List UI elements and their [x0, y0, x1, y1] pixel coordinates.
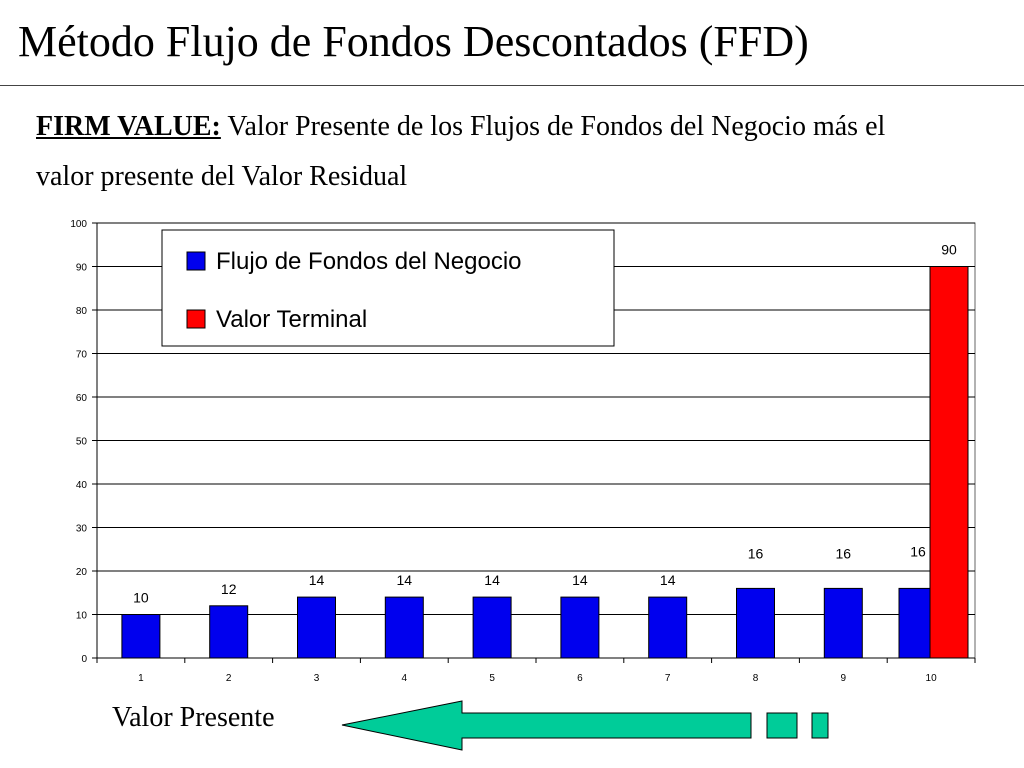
x-tick-label: 9 — [841, 673, 847, 684]
legend-label: Flujo de Fondos del Negocio — [216, 248, 522, 275]
y-tick-label: 60 — [76, 393, 88, 404]
bar-flujo — [121, 614, 161, 659]
x-tick-label: 5 — [489, 673, 495, 684]
y-tick-label: 100 — [70, 219, 87, 230]
bar-flujo — [297, 596, 336, 659]
arrow-body — [341, 700, 752, 751]
intro-text: Valor Presente de los Flujos de Fondos d… — [36, 111, 886, 192]
x-tick-label: 7 — [665, 673, 671, 684]
data-label: 16 — [910, 543, 926, 559]
legend-swatch — [186, 309, 206, 329]
arrow-tail-block — [766, 712, 798, 739]
data-label: 10 — [133, 590, 149, 606]
bar-valor-terminal — [929, 266, 969, 659]
y-tick-label: 50 — [76, 437, 88, 448]
data-label: 12 — [221, 581, 237, 597]
intro-paragraph: FIRM VALUE: Valor Presente de los Flujos… — [36, 102, 936, 202]
y-tick-label: 80 — [76, 306, 88, 317]
intro-bold: FIRM VALUE: — [36, 111, 221, 142]
caption: Valor Presente — [112, 702, 275, 733]
bar-flujo — [209, 605, 249, 659]
y-tick-label: 10 — [76, 611, 88, 622]
x-tick-label: 3 — [314, 673, 320, 684]
bar-flujo — [648, 596, 688, 659]
legend-box — [161, 229, 615, 347]
x-tick-label: 2 — [226, 673, 232, 684]
legend-label: Valor Terminal — [216, 306, 367, 333]
bar-flujo — [472, 596, 512, 659]
x-tick-label: 1 — [138, 673, 144, 684]
x-tick-label: 10 — [926, 673, 938, 684]
legend-swatch — [186, 251, 206, 271]
data-label: 14 — [572, 572, 588, 588]
title-rule — [0, 85, 1024, 86]
x-tick-label: 4 — [402, 673, 408, 684]
data-label: 16 — [748, 545, 764, 561]
y-tick-label: 0 — [81, 654, 87, 665]
bar-flujo — [736, 587, 775, 659]
bar-flujo — [560, 596, 600, 659]
arrow-tail-block — [811, 712, 829, 739]
data-label: 16 — [836, 545, 852, 561]
data-label: 14 — [397, 572, 413, 588]
y-tick-label: 30 — [76, 524, 88, 535]
bar-flujo — [384, 596, 424, 659]
y-tick-label: 20 — [76, 567, 88, 578]
y-tick-label: 90 — [76, 263, 88, 274]
y-tick-label: 70 — [76, 350, 88, 361]
y-tick-label: 40 — [76, 480, 88, 491]
data-label: 14 — [309, 572, 325, 588]
slide-title: Método Flujo de Fondos Descontados (FFD) — [18, 17, 809, 66]
bar-flujo — [823, 587, 863, 659]
x-tick-label: 8 — [753, 673, 759, 684]
x-tick-label: 6 — [577, 673, 583, 684]
data-label: 14 — [660, 572, 676, 588]
data-label: 90 — [941, 242, 957, 258]
data-label: 14 — [484, 572, 500, 588]
